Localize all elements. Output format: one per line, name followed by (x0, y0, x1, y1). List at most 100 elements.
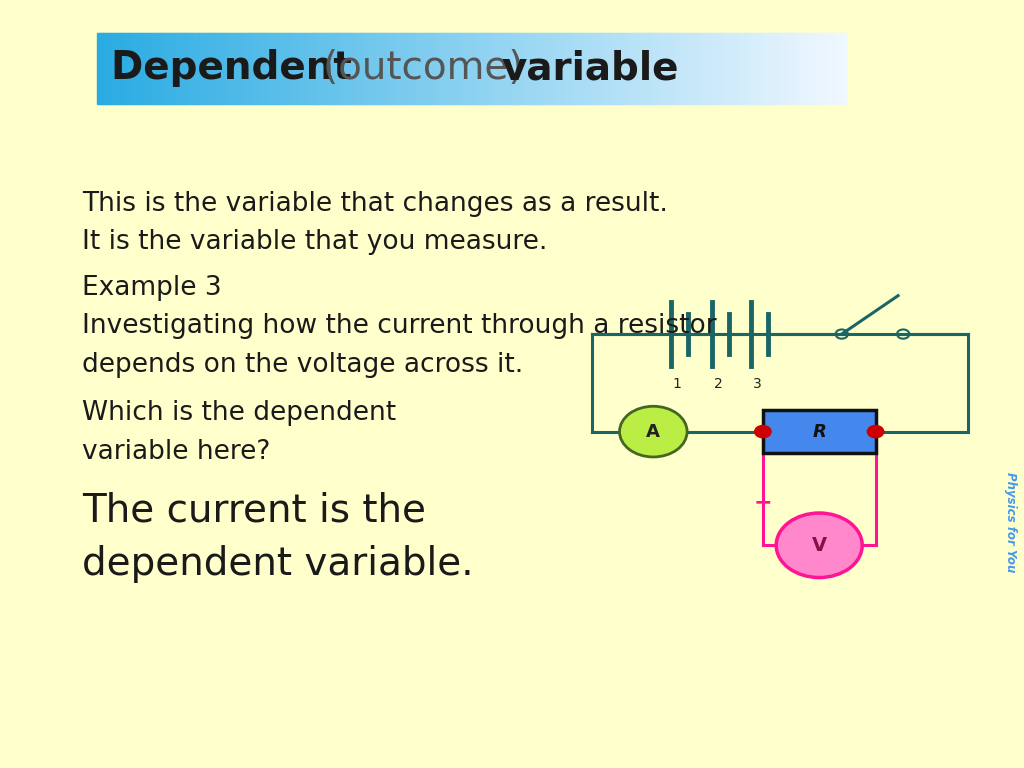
Bar (666, 33, 669, 104)
Bar (565, 33, 569, 104)
Bar (685, 33, 689, 104)
Bar (398, 33, 402, 104)
Bar (264, 33, 267, 104)
Bar (591, 33, 594, 104)
Bar (713, 33, 716, 104)
Bar (167, 33, 171, 104)
Bar (139, 33, 143, 104)
Bar (454, 33, 457, 104)
Bar (518, 33, 522, 104)
Text: depends on the voltage across it.: depends on the voltage across it. (82, 352, 523, 378)
Bar (822, 33, 826, 104)
Bar (683, 33, 686, 104)
Bar (426, 33, 430, 104)
Text: R: R (812, 422, 826, 441)
Bar (436, 33, 439, 104)
Bar (274, 33, 278, 104)
Bar (459, 33, 462, 104)
Bar (262, 33, 265, 104)
Bar (254, 33, 258, 104)
Bar (142, 33, 145, 104)
Bar (706, 33, 709, 104)
Bar (815, 33, 818, 104)
Bar (97, 33, 100, 104)
Bar (361, 33, 365, 104)
Bar (247, 33, 250, 104)
Bar (374, 33, 378, 104)
Bar (655, 33, 659, 104)
Text: The current is the: The current is the (82, 492, 426, 530)
Bar (351, 33, 355, 104)
Bar (292, 33, 295, 104)
Bar (840, 33, 844, 104)
Bar (240, 33, 243, 104)
Bar (127, 33, 131, 104)
Bar (643, 33, 646, 104)
Bar (807, 33, 811, 104)
Bar (473, 33, 477, 104)
Bar (523, 33, 527, 104)
Bar (742, 33, 746, 104)
Bar (631, 33, 634, 104)
Bar (224, 33, 228, 104)
Bar (568, 33, 571, 104)
Bar (207, 33, 211, 104)
Bar (153, 33, 156, 104)
Bar (302, 33, 305, 104)
Bar (337, 33, 340, 104)
Bar (304, 33, 307, 104)
Bar (680, 33, 684, 104)
Bar (790, 33, 794, 104)
Bar (478, 33, 482, 104)
Bar (322, 33, 325, 104)
Bar (513, 33, 517, 104)
Bar (787, 33, 791, 104)
Bar (800, 33, 804, 104)
Bar (429, 33, 432, 104)
Bar (311, 33, 315, 104)
Bar (356, 33, 360, 104)
Bar (210, 33, 213, 104)
Bar (294, 33, 298, 104)
Bar (645, 33, 649, 104)
Bar (309, 33, 312, 104)
Bar (751, 33, 754, 104)
Bar (745, 33, 749, 104)
Bar (384, 33, 387, 104)
Bar (354, 33, 357, 104)
Bar (843, 33, 846, 104)
Bar (539, 33, 542, 104)
Bar (242, 33, 246, 104)
Bar (177, 33, 180, 104)
Bar (132, 33, 135, 104)
Bar (219, 33, 223, 104)
Bar (386, 33, 390, 104)
Bar (434, 33, 437, 104)
Bar (297, 33, 300, 104)
Bar (276, 33, 281, 104)
Bar (737, 33, 741, 104)
Bar (671, 33, 674, 104)
Bar (803, 33, 806, 104)
Bar (561, 33, 564, 104)
Bar (621, 33, 624, 104)
Bar (499, 33, 502, 104)
Bar (608, 33, 611, 104)
Bar (548, 33, 552, 104)
Bar (648, 33, 651, 104)
Bar (349, 33, 352, 104)
Bar (777, 33, 781, 104)
Bar (481, 33, 484, 104)
Bar (668, 33, 672, 104)
Bar (546, 33, 549, 104)
Bar (541, 33, 545, 104)
Bar (633, 33, 637, 104)
Bar (299, 33, 303, 104)
Bar (212, 33, 215, 104)
Bar (663, 33, 667, 104)
Text: Example 3: Example 3 (82, 275, 221, 301)
Bar (581, 33, 584, 104)
Bar (534, 33, 537, 104)
Bar (359, 33, 362, 104)
Bar (271, 33, 275, 104)
